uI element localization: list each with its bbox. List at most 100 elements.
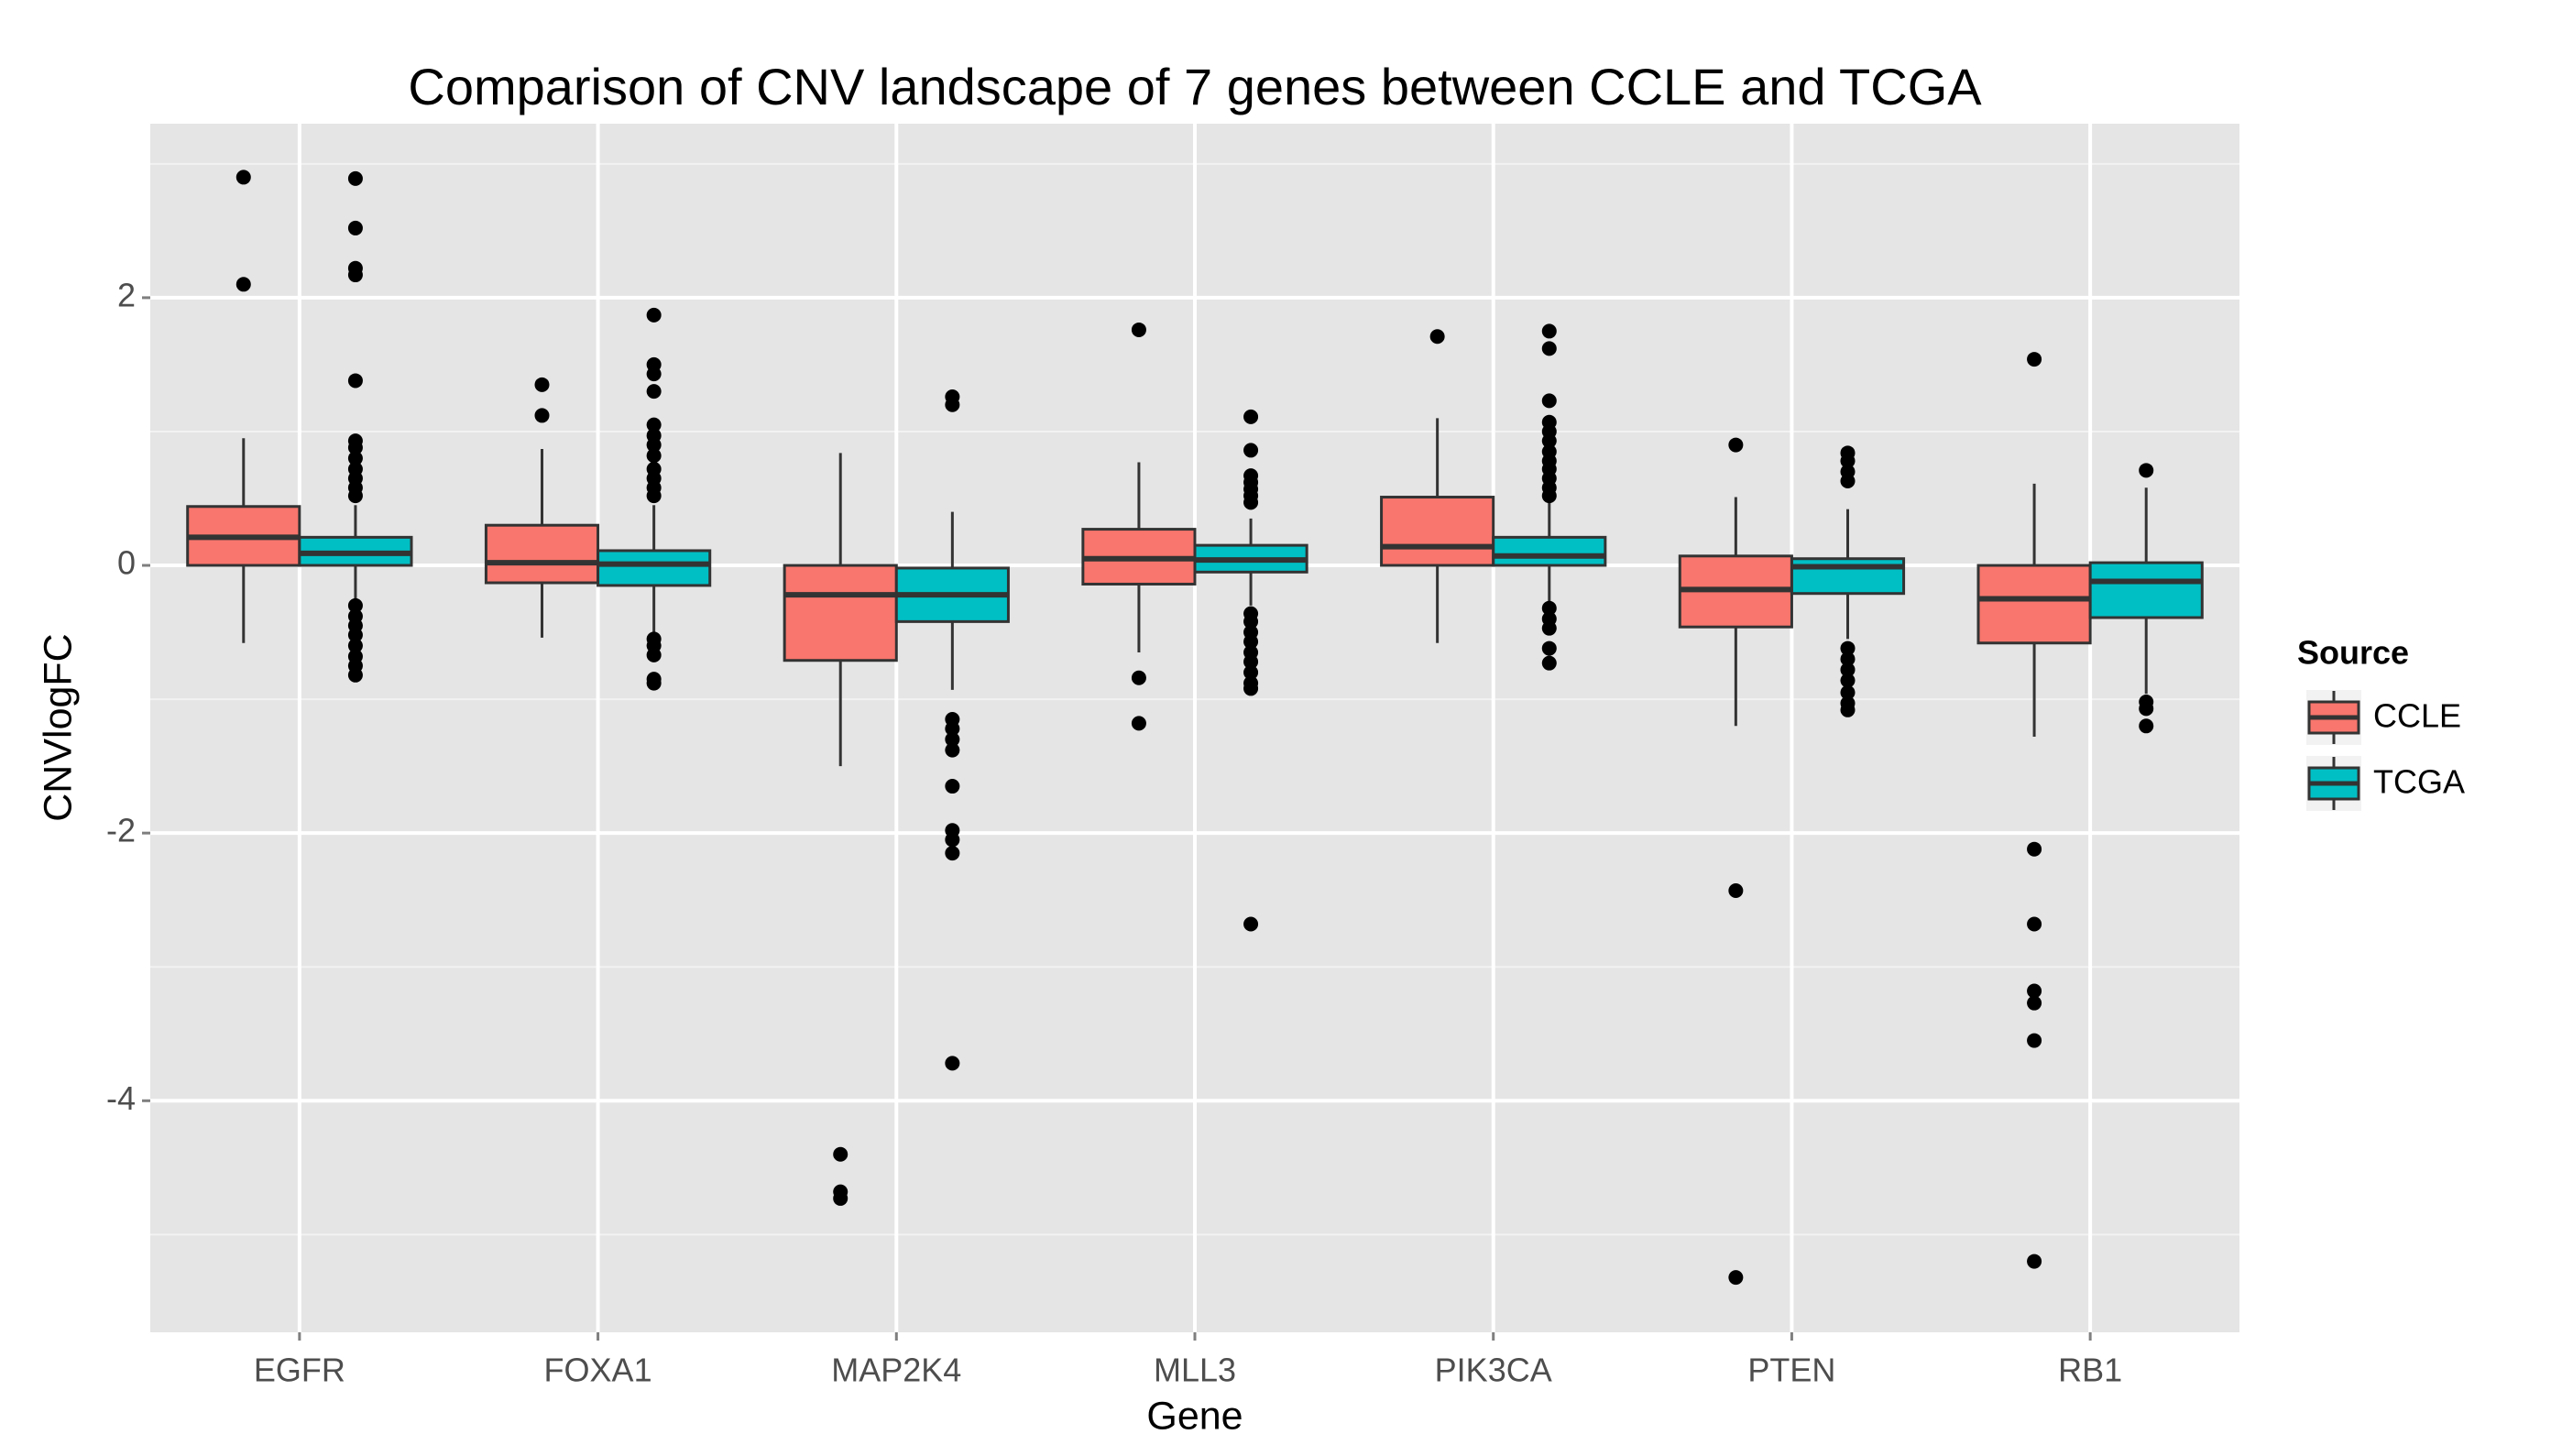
outlier [347,627,363,642]
x-tick-label: EGFR [254,1352,345,1389]
box [597,549,712,587]
outlier [1243,681,1259,696]
outlier [2139,701,2154,717]
outlier [1840,684,1856,700]
outlier [347,451,363,466]
outlier [945,742,960,758]
outlier [2027,352,2042,367]
x-tick-label: RB1 [2058,1352,2122,1389]
outlier [1840,640,1856,656]
outlier [2027,995,2042,1011]
box [1380,496,1495,567]
outlier [1243,443,1259,458]
outlier [2139,718,2154,734]
outlier [1840,454,1856,469]
outlier [1243,409,1259,424]
box [484,523,600,585]
outlier [1243,664,1259,680]
outlier [534,408,550,423]
outlier [1429,329,1445,345]
outlier [646,488,662,504]
outlier [1541,600,1557,616]
outlier [945,1056,960,1071]
outlier [1131,716,1146,731]
outlier [945,832,960,848]
outlier [646,307,662,323]
box [1492,535,1607,567]
outlier [347,667,363,683]
x-tick-label: MLL3 [1154,1352,1236,1389]
outlier [347,440,363,455]
outlier [1243,634,1259,650]
outlier [1243,916,1259,932]
outlier [1541,323,1557,339]
outlier [646,675,662,691]
outlier [646,437,662,453]
outlier [1541,433,1557,449]
outlier [1541,655,1557,671]
outlier [1131,322,1146,337]
x-tick-label: FOXA1 [544,1352,652,1389]
outlier [1728,1270,1744,1286]
outlier [347,268,363,283]
outlier [1541,488,1557,504]
outlier [347,373,363,389]
outlier [1728,882,1744,898]
legend-title: Source [2297,634,2409,672]
box [1790,557,1906,596]
outlier [347,638,363,653]
outlier [1541,341,1557,356]
outlier [235,277,251,292]
outlier [2027,1253,2042,1269]
outlier [1243,614,1259,629]
outlier [1840,651,1856,667]
outlier [833,1190,849,1206]
outlier [1728,437,1744,453]
x-tick-label: MAP2K4 [831,1352,961,1389]
outlier [1840,702,1856,717]
outlier [646,647,662,662]
y-tick-label: -4 [106,1079,136,1117]
x-tick-label: PIK3CA [1435,1352,1552,1389]
outlier [1840,474,1856,489]
outlier [945,779,960,794]
x-axis-title: Gene [1146,1394,1243,1438]
outlier [833,1146,849,1162]
outlier [1541,393,1557,409]
outlier [2027,916,2042,932]
outlier [646,448,662,464]
outlier [534,377,550,392]
outlier [1243,495,1259,510]
y-axis-title: CNVlogFC [36,633,80,822]
outlier [1243,654,1259,670]
legend: Source CCLE TCGA [2297,634,2465,813]
outlier [1541,620,1557,636]
outlier [1131,670,1146,685]
outlier [347,220,363,235]
outlier [945,721,960,737]
legend-label: TCGA [2373,763,2465,801]
chart-title: Comparison of CNV landscape of 7 genes b… [408,58,1982,115]
x-tick-label: PTEN [1747,1352,1835,1389]
outlier [945,397,960,412]
outlier [235,170,251,185]
box [2088,561,2204,619]
outlier [2027,1033,2042,1048]
y-tick-label: 2 [117,276,136,313]
outlier [2139,463,2154,478]
outlier [2027,841,2042,857]
outlier [347,170,363,186]
outlier [347,597,363,613]
marks [186,170,2204,1286]
outlier [646,367,662,382]
box [783,564,898,662]
outlier [1840,673,1856,688]
outlier [1840,662,1856,677]
outlier [646,384,662,400]
outlier [347,488,363,504]
outlier [945,846,960,861]
outlier [945,731,960,747]
outlier [646,417,662,432]
y-tick-label: 0 [117,544,136,582]
